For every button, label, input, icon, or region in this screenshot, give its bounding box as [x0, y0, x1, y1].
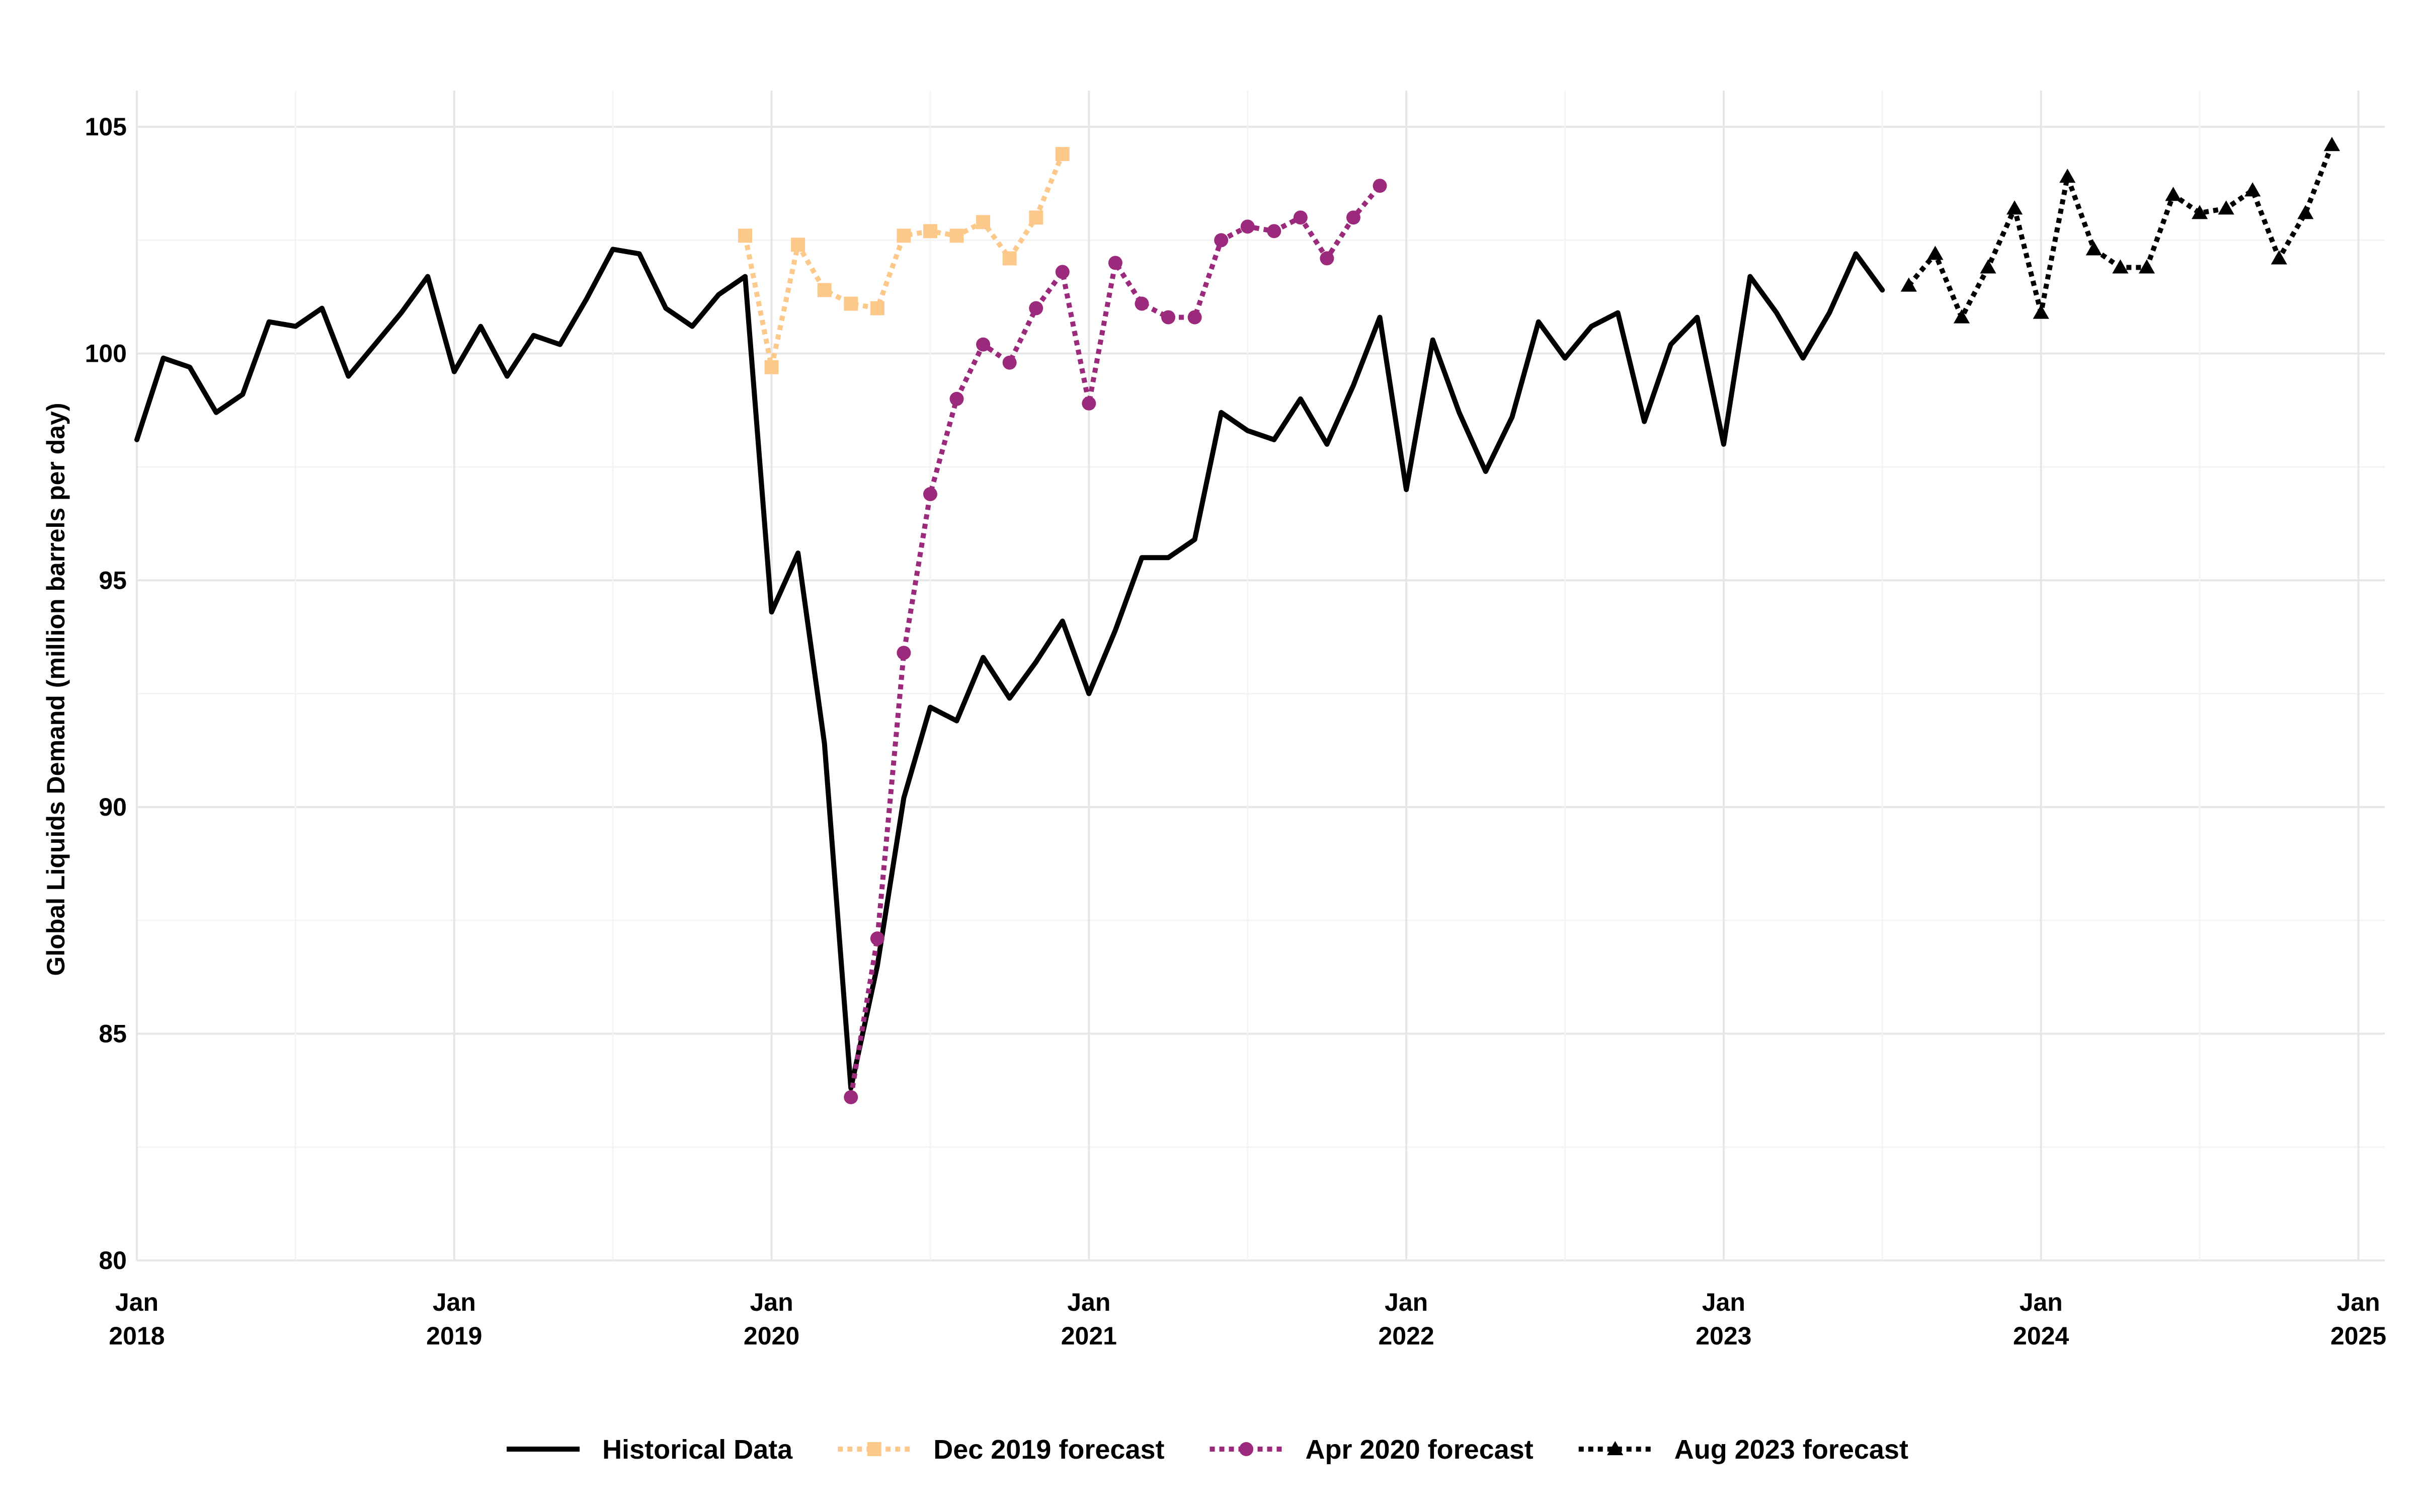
data-point [897, 646, 911, 660]
data-point [2165, 187, 2182, 201]
data-point [1161, 310, 1176, 325]
x-tick-month: Jan [2020, 1288, 2063, 1316]
x-tick-year: 2020 [744, 1322, 799, 1350]
data-point [1029, 301, 1043, 315]
data-point [1373, 179, 1387, 193]
series-line [1906, 144, 2334, 320]
data-point [2244, 182, 2261, 197]
x-tick-month: Jan [750, 1288, 793, 1316]
x-tick-month: Jan [1067, 1288, 1110, 1316]
series-2 [844, 179, 1387, 1104]
data-point [2006, 200, 2023, 215]
data-point [949, 228, 964, 243]
data-point [1002, 251, 1017, 266]
legend-item: Historical Data [507, 1435, 793, 1465]
series-3 [1900, 137, 2340, 324]
data-point [976, 215, 991, 229]
data-point [1029, 210, 1043, 225]
data-point [1293, 210, 1308, 225]
x-tick-month: Jan [1702, 1288, 1745, 1316]
series-1 [738, 147, 1070, 374]
series-line [134, 247, 1885, 1091]
x-tick-year: 2024 [2013, 1322, 2069, 1350]
data-point [1187, 310, 1202, 325]
legend: Historical Data Dec 2019 forecast Apr 2020… [507, 1435, 1908, 1465]
data-point [791, 237, 806, 252]
data-point [949, 391, 964, 406]
data-point [923, 487, 937, 502]
data-point [923, 224, 937, 238]
data-point [1108, 256, 1122, 270]
data-point [870, 931, 884, 946]
data-point [1267, 224, 1281, 238]
y-axis: 80 85 90 95 100 105 [85, 113, 127, 1275]
x-tick-year: 2023 [1696, 1322, 1751, 1350]
data-point [2191, 205, 2208, 219]
data-point [870, 301, 884, 315]
y-tick-label: 85 [99, 1019, 127, 1048]
y-tick-label: 95 [99, 566, 127, 594]
y-tick-label: 80 [99, 1246, 127, 1275]
legend-key-marker [867, 1442, 881, 1456]
data-point [844, 1090, 858, 1104]
data-point [764, 360, 779, 374]
x-axis: Jan 2018 Jan 2019 Jan 2020 Jan 2021 Jan 2022 Jan 20… [109, 1288, 2386, 1350]
data-point [1082, 396, 1096, 411]
x-tick-year: 2021 [1061, 1322, 1117, 1350]
data-point [976, 337, 991, 352]
data-point [2112, 259, 2129, 274]
data-point [1240, 219, 1255, 234]
data-point [897, 228, 911, 243]
x-tick-year: 2018 [109, 1322, 165, 1350]
legend-label: Apr 2020 forecast [1306, 1435, 1534, 1465]
data-point [1002, 355, 1017, 370]
y-tick-label: 105 [85, 113, 127, 141]
data-point [1927, 246, 1944, 260]
legend-item: Aug 2023 forecast [1578, 1435, 1908, 1465]
x-tick-year: 2019 [426, 1322, 482, 1350]
data-point [1135, 296, 1149, 311]
data-point [1214, 233, 1229, 248]
data-point [1953, 309, 1970, 324]
data-point [1055, 147, 1070, 162]
data-point [2218, 200, 2234, 215]
data-point [1980, 259, 1996, 274]
series-0 [134, 247, 1885, 1091]
data-point [1320, 251, 1334, 266]
x-tick-year: 2025 [2330, 1322, 2386, 1350]
data-point [2323, 137, 2340, 151]
data-point [817, 283, 832, 297]
data-point [2271, 250, 2287, 265]
x-tick-month: Jan [433, 1288, 476, 1316]
data-point [1055, 265, 1070, 279]
data-point [2297, 205, 2314, 219]
legend-item: Dec 2019 forecast [838, 1435, 1165, 1465]
data-point [2059, 169, 2076, 183]
legend-key-marker [1239, 1442, 1253, 1456]
series-layer [134, 137, 2340, 1104]
legend-label: Dec 2019 forecast [933, 1435, 1164, 1465]
data-point [844, 296, 858, 311]
y-tick-label: 90 [99, 793, 127, 821]
legend-key-marker [1607, 1441, 1624, 1456]
x-tick-month: Jan [2337, 1288, 2380, 1316]
data-point [1346, 210, 1360, 225]
y-tick-label: 100 [85, 340, 127, 368]
y-axis-title: Global Liquids Demand (million barrels p… [42, 403, 70, 976]
data-point [2033, 304, 2049, 319]
legend-item: Apr 2020 forecast [1210, 1435, 1534, 1465]
legend-label: Aug 2023 forecast [1674, 1435, 1908, 1465]
data-point [738, 228, 752, 243]
legend-label: Historical Data [602, 1435, 793, 1465]
grid [136, 91, 2385, 1261]
data-point [2085, 241, 2102, 256]
x-tick-month: Jan [115, 1288, 158, 1316]
data-point [1900, 277, 1917, 292]
series-line [848, 184, 1382, 1098]
data-point [2138, 259, 2155, 274]
x-tick-year: 2022 [1378, 1322, 1434, 1350]
x-tick-month: Jan [1385, 1288, 1428, 1316]
